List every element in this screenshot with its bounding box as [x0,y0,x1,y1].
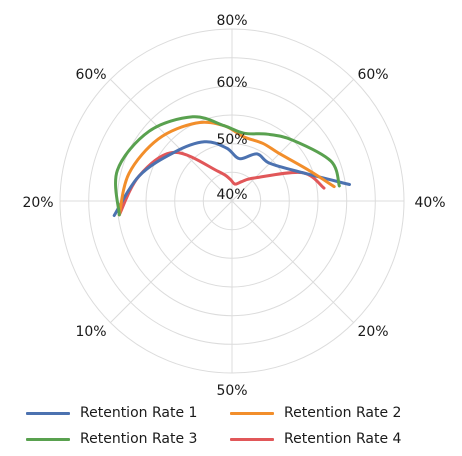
legend-item: Retention Rate 1 [26,402,197,424]
grid-spoke [110,79,233,202]
grid-spoke [231,200,354,323]
legend-label: Retention Rate 4 [284,431,402,447]
grid-spoke [110,200,233,323]
legend-label: Retention Rate 3 [80,431,198,447]
tick-labels: 80% 60% 40% 20% 50% 10% 20% 60% 40% 50% … [22,13,445,399]
legend: Retention Rate 1 Retention Rate 2 Retent… [26,402,446,450]
legend-item: Retention Rate 4 [230,428,401,450]
radial-grid [59,28,405,374]
series-line-4 [117,150,326,217]
angular-tick-label-top: 80% [216,13,247,29]
angular-tick-label-lower-left: 10% [75,324,106,340]
legend-swatch [230,437,274,441]
series-line-1 [112,140,351,217]
angular-tick-label-right: 40% [414,195,445,211]
angular-tick-label-upper-left: 60% [75,67,106,83]
radial-tick-label-outer: 60% [216,75,247,91]
angular-tick-label-left: 20% [22,195,53,211]
legend-label: Retention Rate 2 [284,405,402,421]
legend-label: Retention Rate 1 [80,405,198,421]
angular-tick-label-bottom: 50% [216,383,247,399]
legend-swatch [26,411,70,415]
angular-tick-label-upper-right: 60% [357,67,388,83]
radial-tick-label-middle: 50% [216,132,247,148]
angular-tick-label-lower-right: 20% [357,324,388,340]
legend-item: Retention Rate 3 [26,428,197,450]
legend-item: Retention Rate 2 [230,402,401,424]
radial-tick-label-inner: 40% [216,187,247,203]
legend-swatch [26,437,70,441]
series-line-3 [114,115,341,217]
legend-swatch [230,411,274,415]
series-lines [112,115,351,217]
